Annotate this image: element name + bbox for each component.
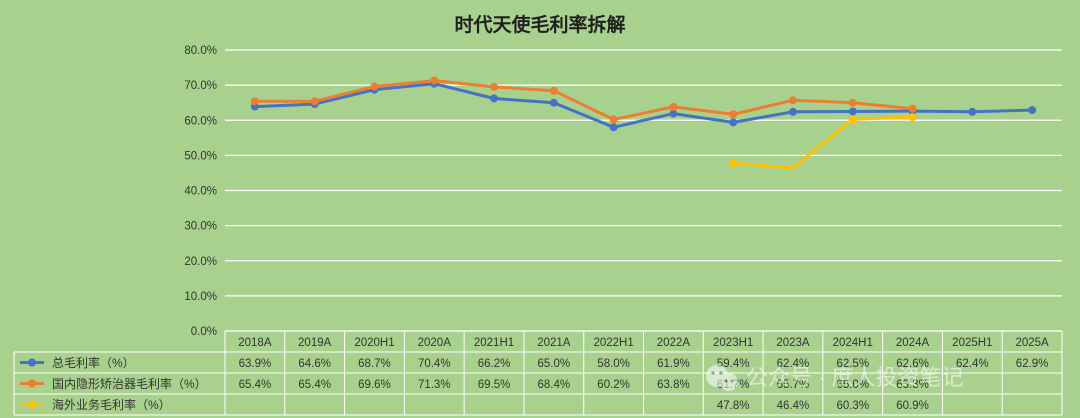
x-category-label: 2022H1 (593, 337, 633, 349)
data-label: 69.6% (358, 379, 391, 391)
data-label: 63.3% (896, 379, 929, 391)
data-label: 65.4% (298, 379, 331, 391)
data-point (430, 76, 439, 85)
x-category-label: 2023A (776, 337, 810, 349)
data-label: 46.4% (777, 400, 810, 412)
data-label: 65.0% (836, 379, 869, 391)
data-label: 65.4% (239, 379, 272, 391)
data-label: 62.4% (956, 358, 989, 370)
data-label: 63.8% (657, 379, 690, 391)
y-tick-label: 10.0% (184, 291, 217, 303)
data-point (549, 86, 558, 95)
y-tick-label: 80.0% (184, 45, 217, 57)
x-category-label: 2021H1 (474, 337, 514, 349)
data-label: 59.4% (717, 358, 750, 370)
data-point (549, 98, 558, 107)
x-category-label: 2020H1 (354, 337, 394, 349)
x-category-label: 2024A (896, 337, 930, 349)
data-point (310, 97, 319, 106)
y-tick-label: 70.0% (184, 80, 217, 92)
data-label: 47.8% (717, 400, 750, 412)
y-tick-label: 40.0% (184, 186, 217, 198)
y-axis: 0.0% 10.0% 20.0% 30.0% 40.0% 50.0% 60.0% 70.0% 8… (184, 45, 217, 338)
legend-series-name: 海外业务毛利率（%） (52, 397, 171, 412)
x-category-label: 2025A (1015, 337, 1049, 349)
data-point (609, 115, 618, 124)
data-label: 63.9% (239, 358, 272, 370)
x-category-label: 2018A (238, 337, 272, 349)
series-line (254, 82, 1033, 129)
wechat-icon (706, 365, 738, 391)
x-category-label: 2020A (418, 337, 452, 349)
watermark-text: 公众号 · 庶人投资笔记 (746, 365, 964, 390)
data-point (669, 109, 678, 118)
data-point (848, 107, 857, 116)
data-point (788, 107, 797, 116)
data-label: 71.3% (418, 379, 451, 391)
data-label: 65.7% (777, 379, 810, 391)
series-line (733, 115, 913, 170)
data-label: 60.3% (836, 400, 869, 412)
data-point (729, 118, 738, 127)
data-point (908, 113, 917, 122)
data-label: 68.4% (538, 379, 571, 391)
data-point (490, 94, 499, 103)
y-tick-label: 30.0% (184, 221, 217, 233)
series-line (254, 79, 913, 121)
chart-title: 时代天使毛利率拆解 (454, 13, 625, 36)
data-point (669, 102, 678, 111)
data-label: 66.2% (478, 358, 511, 370)
legend-series-name: 总毛利率（%） (52, 355, 135, 370)
data-point (609, 123, 618, 132)
y-tick-label: 20.0% (184, 256, 217, 268)
legend-key-marker (28, 358, 36, 367)
data-label: 60.2% (597, 379, 630, 391)
legend-series-name: 国内隐形矫治器毛利率（%） (52, 376, 207, 391)
data-point (370, 82, 379, 91)
data-point (729, 110, 738, 119)
legend-key-marker (28, 400, 36, 409)
x-category-label: 2021A (537, 337, 571, 349)
data-label: 62.9% (1016, 358, 1049, 370)
data-label: 58.0% (597, 358, 630, 370)
data-point (1028, 106, 1037, 115)
watermark: 公众号 · 庶人投资笔记 (706, 365, 964, 391)
data-table: 2018A 2019A 2020H1 2020A 2021H1 2021A 2022H1 20… (13, 330, 1063, 416)
data-point (908, 104, 917, 113)
gridlines (225, 49, 1062, 332)
y-tick-label: 50.0% (184, 150, 217, 162)
data-point (729, 159, 738, 168)
data-label: 69.5% (478, 379, 511, 391)
data-label: 70.4% (418, 358, 451, 370)
y-tick-label: 60.0% (184, 115, 217, 127)
data-label: 62.4% (777, 358, 810, 370)
data-point (848, 115, 857, 124)
x-category-label: 2025H1 (952, 337, 992, 349)
x-category-label: 2023H1 (713, 337, 753, 349)
y-tick-label: 0.0% (191, 326, 217, 338)
data-point (788, 96, 797, 105)
series-lines (250, 76, 1037, 170)
data-label: 68.7% (358, 358, 391, 370)
data-label: 65.0% (538, 358, 571, 370)
data-point (968, 107, 977, 116)
data-label: 64.6% (298, 358, 331, 370)
x-category-label: 2019A (298, 337, 332, 349)
data-point (848, 98, 857, 107)
data-label: 62.5% (836, 358, 869, 370)
data-label: 60.9% (896, 400, 929, 412)
data-label: 62.6% (896, 358, 929, 370)
x-category-label: 2024H1 (833, 337, 873, 349)
data-point (490, 82, 499, 91)
x-category-label: 2022A (657, 337, 691, 349)
legend-key-marker (28, 379, 36, 388)
data-point (250, 97, 259, 106)
data-label: 61.9% (657, 358, 690, 370)
